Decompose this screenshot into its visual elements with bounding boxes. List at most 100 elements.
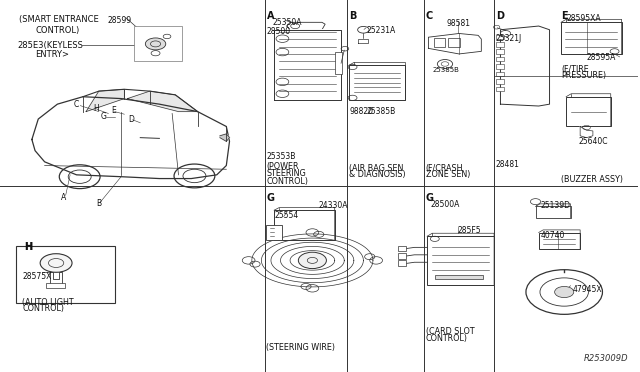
Polygon shape (127, 91, 198, 112)
Text: A: A (61, 193, 67, 202)
Text: 98820: 98820 (349, 107, 373, 116)
Bar (349, 65, 406, 100)
Text: 285E3(KEYLESS: 285E3(KEYLESS (18, 41, 84, 50)
Text: R253009D: R253009D (583, 354, 628, 363)
Text: (SMART ENTRANCE: (SMART ENTRANCE (19, 15, 99, 24)
Bar (561, 22, 621, 54)
Text: G: G (426, 193, 434, 203)
Polygon shape (358, 39, 369, 43)
Polygon shape (580, 126, 593, 138)
Text: ZONE SEN): ZONE SEN) (426, 170, 470, 179)
Text: 25385B: 25385B (432, 67, 459, 73)
Text: G: G (101, 112, 107, 121)
Text: G: G (266, 193, 275, 203)
Polygon shape (428, 33, 481, 54)
Bar (46, 283, 65, 288)
Text: 24330A: 24330A (319, 201, 348, 210)
Circle shape (145, 38, 166, 50)
Text: CONTROL): CONTROL) (266, 177, 308, 186)
Text: C: C (74, 100, 79, 109)
Bar (134, 26, 182, 61)
Bar (536, 206, 571, 218)
Text: D: D (128, 115, 134, 124)
Text: & DIAGNOSIS): & DIAGNOSIS) (349, 170, 406, 179)
Bar (496, 49, 504, 54)
Text: (F/CRASH: (F/CRASH (426, 164, 463, 173)
Text: 28599: 28599 (107, 16, 131, 25)
Text: (BUZZER ASSY): (BUZZER ASSY) (561, 175, 623, 184)
Text: CONTROL): CONTROL) (35, 26, 79, 35)
Text: A: A (266, 11, 274, 21)
Text: 28575X: 28575X (22, 272, 52, 280)
Text: 40740: 40740 (541, 231, 565, 240)
Bar (496, 64, 504, 69)
Text: (POWER: (POWER (266, 162, 299, 171)
Text: H: H (24, 242, 33, 252)
Bar (399, 260, 406, 266)
Text: 25350A: 25350A (273, 18, 302, 27)
Text: 47945X: 47945X (573, 285, 602, 294)
Text: 285F5: 285F5 (458, 226, 481, 235)
Text: (AIR BAG SEN: (AIR BAG SEN (349, 164, 404, 173)
Bar (399, 253, 406, 259)
Text: (CARD SLOT: (CARD SLOT (426, 327, 474, 336)
Text: D: D (496, 11, 504, 21)
Bar (496, 72, 504, 76)
Bar (496, 79, 504, 84)
Text: 25321J: 25321J (496, 34, 522, 43)
Text: E: E (561, 11, 568, 21)
Bar (496, 42, 504, 46)
Polygon shape (143, 30, 168, 60)
Text: CONTROL): CONTROL) (426, 334, 468, 343)
Bar (435, 275, 483, 279)
Text: PRESSURE): PRESSURE) (561, 71, 606, 80)
Text: 25139D: 25139D (541, 201, 571, 210)
Polygon shape (32, 97, 230, 179)
Text: 25554: 25554 (274, 211, 298, 220)
Text: ENTRY>: ENTRY> (35, 50, 69, 59)
Bar (496, 87, 504, 91)
Bar (427, 236, 494, 285)
Text: 25353B: 25353B (266, 152, 296, 161)
Text: CONTROL): CONTROL) (22, 304, 64, 313)
Text: STEERING: STEERING (266, 169, 306, 178)
Text: (STEERING WIRE): (STEERING WIRE) (266, 343, 335, 352)
Text: H: H (24, 242, 33, 252)
Bar (566, 97, 611, 126)
Bar (266, 225, 282, 240)
Text: 28500A: 28500A (430, 200, 460, 209)
Polygon shape (274, 30, 341, 102)
Text: 28595XA: 28595XA (566, 14, 601, 23)
Text: (AUTO LIGHT: (AUTO LIGHT (22, 298, 74, 307)
Text: 28595A: 28595A (586, 53, 616, 62)
Bar (399, 246, 406, 251)
Text: 98581: 98581 (446, 19, 470, 28)
Polygon shape (86, 89, 124, 112)
Bar (433, 38, 445, 47)
Bar (274, 210, 335, 240)
Bar (335, 52, 342, 74)
Text: 25640C: 25640C (579, 137, 609, 146)
Polygon shape (287, 22, 325, 30)
Text: B: B (349, 11, 356, 21)
Bar (496, 35, 504, 39)
Circle shape (555, 286, 574, 298)
Bar (496, 57, 504, 61)
Text: 28481: 28481 (496, 160, 520, 169)
Polygon shape (220, 134, 230, 141)
Text: E: E (111, 106, 116, 115)
Circle shape (40, 254, 72, 272)
Text: B: B (96, 199, 101, 208)
Bar (16, 246, 115, 303)
Text: 25385B: 25385B (367, 107, 396, 116)
Bar (539, 232, 580, 249)
Polygon shape (500, 26, 550, 106)
Polygon shape (50, 272, 63, 279)
Text: C: C (426, 11, 433, 21)
Text: 25231A: 25231A (367, 26, 396, 35)
Text: H: H (93, 104, 99, 113)
Circle shape (298, 252, 326, 269)
Bar (448, 38, 460, 47)
Text: 28500: 28500 (266, 27, 291, 36)
Text: (F/TIRE: (F/TIRE (561, 65, 589, 74)
